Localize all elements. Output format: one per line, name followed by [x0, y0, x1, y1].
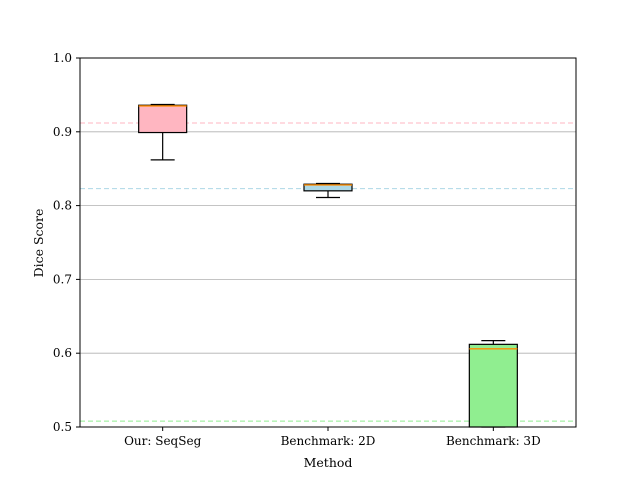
box-group: [303, 182, 353, 199]
y-tick-label: 0.8: [53, 199, 72, 213]
x-tick-label: Benchmark: 2D: [281, 434, 376, 448]
x-tick-label: Benchmark: 3D: [446, 434, 541, 448]
y-tick-label: 0.6: [53, 346, 72, 360]
y-tick-label: 0.9: [53, 125, 72, 139]
y-axis-label: Dice Score: [31, 209, 46, 278]
y-tick-label: 0.5: [53, 420, 72, 434]
x-axis-label: Method: [304, 455, 353, 470]
box-body: [138, 104, 188, 134]
boxes: [138, 103, 518, 428]
y-tick-label: 0.7: [53, 272, 72, 286]
box-group: [138, 103, 188, 161]
box-body: [468, 343, 518, 428]
axes: 0.5 0.6 0.7 0.8 0.9 1.0 Our: SeqSeg Benchmark: …: [53, 51, 541, 448]
box-group: [468, 340, 518, 428]
x-tick-label: Our: SeqSeg: [124, 434, 201, 448]
box-body: [303, 183, 353, 192]
y-tick-label: 1.0: [53, 51, 72, 65]
